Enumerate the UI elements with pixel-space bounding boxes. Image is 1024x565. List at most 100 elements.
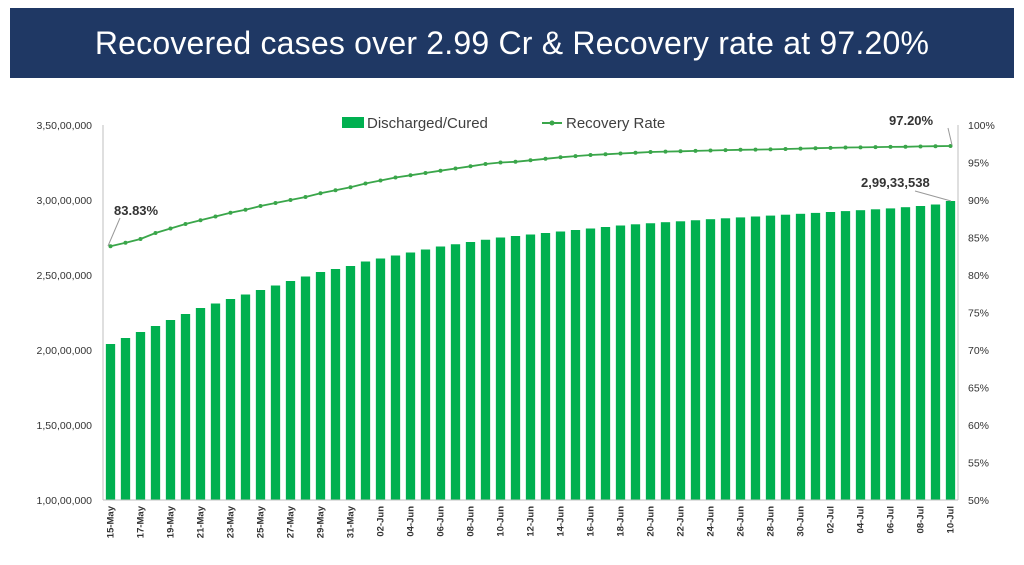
y-right-tick-label: 60% <box>968 420 989 432</box>
bar <box>705 219 716 500</box>
bar <box>600 227 611 500</box>
recovery-rate-point <box>483 162 488 166</box>
x-tick-label: 29-May <box>316 505 327 538</box>
recovery-rate-point <box>258 204 263 208</box>
callout-end-cases: 2,99,33,538 <box>861 175 930 190</box>
callouts: 83.83% 97.20% 2,99,33,538 <box>107 113 953 247</box>
recovery-rate-point <box>183 222 188 226</box>
bar <box>240 294 251 500</box>
recovery-rate-point <box>123 240 128 245</box>
recovery-rate-point <box>363 181 368 186</box>
recovery-rate-point <box>693 148 698 153</box>
bar <box>180 314 191 500</box>
x-tick-label: 04-Jul <box>856 506 867 533</box>
bar <box>255 290 266 500</box>
x-tick-label: 27-May <box>286 505 297 538</box>
bar <box>795 213 806 501</box>
recovery-rate-point <box>813 146 818 151</box>
recovery-rate-point <box>633 150 638 155</box>
bar <box>840 211 851 500</box>
y-right-tick-label: 70% <box>968 345 989 357</box>
y-left-tick-label: 1,50,00,000 <box>37 420 93 432</box>
bar <box>450 244 461 500</box>
y-left-tick-label: 3,00,00,000 <box>37 195 93 207</box>
legend-label-bars: Discharged/Cured <box>367 115 488 132</box>
bar <box>210 303 221 500</box>
recovery-rate-point <box>393 175 398 180</box>
bar <box>465 242 476 500</box>
recovery-rate-point <box>663 149 668 154</box>
recovery-rate-point <box>423 171 428 175</box>
bar <box>735 217 746 500</box>
bar <box>285 281 296 500</box>
bar <box>165 320 176 500</box>
bar <box>270 285 281 500</box>
x-tick-label: 18-Jun <box>616 506 627 537</box>
recovery-rate-point <box>933 144 938 149</box>
bar <box>660 222 671 500</box>
y-left-tick-label: 2,00,00,000 <box>37 345 93 357</box>
recovery-rate-point <box>153 231 158 235</box>
x-tick-label: 02-Jul <box>826 506 837 533</box>
legend: Discharged/Cured Recovery Rate <box>342 115 665 132</box>
bar <box>930 204 941 500</box>
recovery-rate-point <box>468 164 473 169</box>
bar <box>150 326 161 500</box>
recovery-rate-point <box>558 155 563 160</box>
recovery-rate-point <box>438 168 443 173</box>
recovery-rate-point <box>753 147 758 152</box>
recovery-rate-point <box>678 149 683 154</box>
bar <box>300 276 311 500</box>
bar <box>555 231 566 500</box>
recovery-rate-point <box>573 154 578 159</box>
y-right-tick-label: 90% <box>968 195 989 207</box>
bar <box>750 216 761 500</box>
bar <box>480 239 491 500</box>
bar <box>765 215 776 500</box>
callout-leader-end-rate <box>947 127 953 146</box>
bar <box>945 200 956 500</box>
recovery-rate-point <box>378 178 383 183</box>
bar <box>195 308 206 500</box>
recovery-rate-point <box>498 160 503 165</box>
x-tick-label: 06-Jul <box>886 506 897 533</box>
legend-swatch-bars <box>342 117 364 128</box>
recovery-rate-point <box>138 237 143 241</box>
recovery-rate-point <box>888 144 893 149</box>
bar <box>525 234 536 500</box>
x-tick-label: 12-Jun <box>526 506 537 537</box>
recovery-rate-point <box>858 145 863 150</box>
recovery-rate-point <box>513 159 518 164</box>
recovery-rate-point <box>768 147 773 152</box>
recovery-rate-point <box>543 156 548 161</box>
bar <box>360 261 371 500</box>
recovery-rate-point <box>408 173 413 178</box>
x-tick-label: 17-May <box>136 505 147 538</box>
title-banner: Recovered cases over 2.99 Cr & Recovery … <box>10 8 1014 78</box>
y-right-axis: 50% 55% 60% 65% 70% 75% 80% 85% 90% 95% 100% <box>957 120 995 507</box>
recovery-rate-point <box>303 195 308 199</box>
bar <box>780 214 791 500</box>
x-tick-label: 02-Jun <box>376 506 387 537</box>
x-tick-label: 08-Jun <box>466 506 477 537</box>
recovery-rate-point <box>348 185 353 190</box>
recovery-rate-point <box>603 152 608 157</box>
y-right-tick-label: 100% <box>968 120 995 132</box>
recovery-rate-point <box>918 144 923 149</box>
page-title: Recovered cases over 2.99 Cr & Recovery … <box>94 24 930 61</box>
recovery-rate-point <box>828 145 833 150</box>
x-tick-label: 10-Jul <box>946 506 957 533</box>
bar <box>630 224 641 501</box>
bar <box>675 221 686 501</box>
recovery-rate-point <box>723 148 728 153</box>
x-tick-label: 16-Jun <box>586 506 597 537</box>
recovery-rate-point <box>273 201 278 205</box>
y-right-tick-label: 75% <box>968 308 989 320</box>
recovery-rate-point <box>528 158 533 163</box>
x-tick-label: 10-Jun <box>496 506 507 537</box>
x-tick-label: 15-May <box>106 505 117 538</box>
bar <box>540 233 551 500</box>
x-tick-label: 04-Jun <box>406 506 417 537</box>
recovery-rate-point <box>168 226 173 231</box>
